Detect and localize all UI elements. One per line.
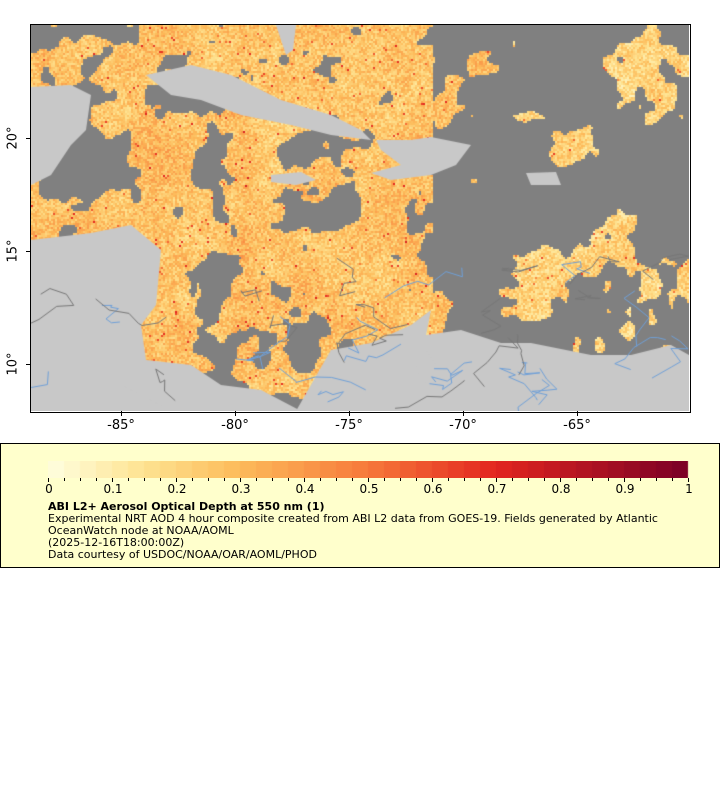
colorbar-tick-label: 0.5 (359, 482, 379, 496)
legend-credit: Data courtesy of USDOC/NOAA/OAR/AOML/PHO… (48, 548, 317, 561)
colorbar-minor-tick (304, 478, 305, 482)
colorbar-minor-tick (608, 478, 609, 481)
y-tick (26, 364, 31, 365)
colorbar-minor-tick (512, 478, 513, 481)
colorbar-minor-tick (528, 478, 529, 481)
colorbar-minor-tick (432, 478, 433, 482)
colorbar-minor-tick (208, 478, 209, 481)
colorbar-tick-label: 0.7 (487, 482, 507, 496)
colorbar-minor-tick (352, 478, 353, 481)
colorbar-minor-tick (624, 478, 625, 482)
colorbar-minor-tick (384, 478, 385, 481)
colorbar-minor-tick (496, 478, 497, 482)
y-tick-label: 20° (5, 126, 21, 150)
aod-map (31, 25, 689, 411)
colorbar-minor-tick (224, 478, 225, 481)
colorbar-minor-tick (640, 478, 641, 481)
colorbar-minor-tick (320, 478, 321, 481)
y-tick (26, 251, 31, 252)
colorbar-tick-label: 0.6 (423, 482, 443, 496)
x-tick-label: -85° (107, 418, 135, 433)
colorbar-minor-tick (144, 478, 145, 481)
colorbar-tick-label: 0.8 (551, 482, 571, 496)
colorbar (48, 461, 689, 478)
legend-description-cont: OceanWatch node at NOAA/AOML (48, 524, 234, 537)
colorbar-minor-tick (560, 478, 561, 482)
legend-time: (2025-12-16T18:00:00Z) (48, 536, 185, 549)
colorbar-minor-tick (688, 478, 689, 482)
x-tick-label: -75° (335, 418, 363, 433)
colorbar-minor-tick (112, 478, 113, 482)
x-tick (235, 411, 236, 416)
colorbar-minor-tick (80, 478, 81, 481)
legend-description: Experimental NRT AOD 4 hour composite cr… (48, 512, 658, 525)
colorbar-tick-label: 0.9 (615, 482, 635, 496)
y-tick-label: 10° (5, 352, 21, 376)
colorbar-minor-tick (336, 478, 337, 481)
colorbar-tick-label: 0.3 (231, 482, 251, 496)
colorbar-minor-tick (160, 478, 161, 481)
colorbar-minor-tick (448, 478, 449, 481)
legend-title: ABI L2+ Aerosol Optical Depth at 550 nm … (48, 500, 325, 513)
colorbar-minor-tick (544, 478, 545, 481)
colorbar-minor-tick (416, 478, 417, 481)
colorbar-minor-tick (464, 478, 465, 481)
colorbar-minor-tick (240, 478, 241, 482)
colorbar-minor-tick (480, 478, 481, 481)
x-tick (577, 411, 578, 416)
x-tick-label: -80° (221, 418, 249, 433)
x-tick-label: -70° (449, 418, 477, 433)
colorbar-minor-tick (400, 478, 401, 481)
colorbar-tick-label: 0 (45, 482, 53, 496)
legend-panel: 0 0.1 0.2 0.3 0.4 0.5 0.6 0.7 0.8 0.9 1 ABI L2+ Ae… (0, 443, 720, 568)
x-tick (121, 411, 122, 416)
colorbar-minor-tick (272, 478, 273, 481)
x-tick-label: -65° (563, 418, 591, 433)
colorbar-tick-label: 0.2 (167, 482, 187, 496)
colorbar-minor-tick (48, 478, 49, 482)
colorbar-minor-tick (592, 478, 593, 481)
colorbar-minor-tick (576, 478, 577, 481)
colorbar-minor-tick (64, 478, 65, 481)
x-tick (463, 411, 464, 416)
colorbar-tick-label: 0.4 (295, 482, 315, 496)
colorbar-minor-tick (656, 478, 657, 481)
colorbar-minor-tick (176, 478, 177, 482)
colorbar-minor-tick (672, 478, 673, 481)
y-tick (26, 138, 31, 139)
y-tick-label: 15° (5, 239, 21, 263)
colorbar-tick-label: 0.1 (103, 482, 123, 496)
colorbar-minor-tick (368, 478, 369, 482)
colorbar-minor-tick (288, 478, 289, 481)
colorbar-minor-tick (128, 478, 129, 481)
colorbar-minor-tick (192, 478, 193, 481)
x-tick (349, 411, 350, 416)
colorbar-tick-label: 1 (685, 482, 693, 496)
colorbar-minor-tick (256, 478, 257, 481)
colorbar-minor-tick (96, 478, 97, 481)
